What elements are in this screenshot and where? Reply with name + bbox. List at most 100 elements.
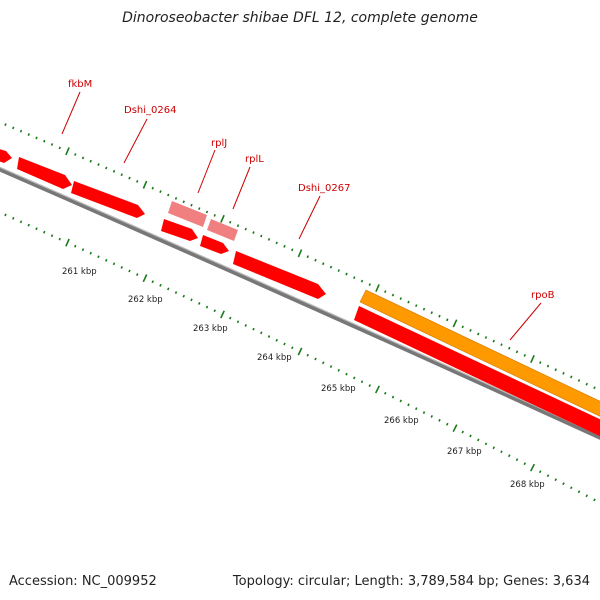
- minor-tick: [337, 269, 340, 273]
- minor-tick: [383, 391, 387, 395]
- minor-tick: [58, 146, 61, 150]
- major-tick: [452, 424, 458, 433]
- minor-tick: [43, 230, 46, 234]
- gene-arrow[interactable]: [200, 235, 229, 254]
- minor-tick: [538, 470, 542, 474]
- minor-tick: [197, 302, 201, 305]
- major-tick: [65, 147, 70, 156]
- minor-tick: [368, 283, 371, 287]
- gene-label-fkbM: fkbM: [68, 79, 92, 90]
- minor-tick: [151, 280, 155, 284]
- rna-gene-rplJ[interactable]: [168, 201, 207, 227]
- minor-tick: [27, 133, 30, 136]
- topology-text: Topology: circular; Length: 3,789,584 bp…: [232, 574, 590, 589]
- rna-gene-rplL[interactable]: [207, 219, 238, 241]
- ruler-label: 266 kbp: [384, 416, 419, 426]
- ruler-label: 264 kbp: [257, 353, 292, 363]
- minor-tick: [476, 332, 480, 336]
- minor-tick: [476, 438, 480, 442]
- minor-tick: [461, 430, 465, 434]
- gene-arrow[interactable]: [0, 148, 12, 163]
- gene-arrow[interactable]: [161, 219, 198, 241]
- major-tick: [297, 347, 303, 356]
- minor-tick: [290, 346, 294, 350]
- minor-tick: [329, 265, 333, 269]
- major-tick: [142, 274, 148, 283]
- major-tick: [529, 463, 536, 472]
- minor-tick: [190, 298, 193, 302]
- major-tick: [220, 310, 225, 319]
- minor-tick: [228, 316, 232, 320]
- minor-tick: [74, 244, 77, 248]
- gene-label-Dshi_0264: Dshi_0264: [124, 105, 176, 116]
- minor-tick: [27, 223, 30, 227]
- minor-tick: [120, 173, 123, 177]
- minor-tick: [50, 234, 54, 238]
- major-tick: [65, 238, 70, 247]
- gene-arrow-Dshi_0267[interactable]: [233, 251, 326, 299]
- genome-backbone: [0, 166, 600, 440]
- minor-tick: [554, 368, 558, 372]
- minor-tick: [500, 343, 503, 347]
- minor-tick: [569, 375, 573, 379]
- minor-tick: [415, 304, 418, 308]
- minor-tick: [12, 126, 15, 130]
- minor-tick: [229, 220, 232, 224]
- minor-tick: [569, 486, 573, 490]
- minor-tick: [236, 320, 240, 324]
- minor-tick: [128, 269, 131, 273]
- minor-tick: [500, 450, 503, 454]
- gene-label-rpoB: rpoB: [531, 290, 555, 301]
- minor-tick: [577, 490, 581, 494]
- ruler-label: 268 kbp: [510, 480, 545, 490]
- gene-arrow-fkbM[interactable]: [17, 157, 72, 189]
- minor-tick: [438, 418, 441, 422]
- minor-tick: [4, 123, 7, 127]
- minor-tick: [523, 462, 527, 466]
- gene-highlight-rpoB[interactable]: [359, 289, 600, 421]
- minor-tick: [128, 176, 131, 180]
- minor-tick: [306, 255, 309, 259]
- gene-arrow-rpoB[interactable]: [354, 306, 600, 441]
- label-leaders: [61, 91, 542, 341]
- minor-tick: [469, 434, 472, 438]
- minor-tick: [306, 353, 310, 357]
- major-tick: [375, 284, 380, 293]
- minor-tick: [267, 237, 271, 241]
- minor-tick: [136, 179, 139, 183]
- ruler-label: 265 kbp: [321, 384, 356, 394]
- minor-tick: [182, 294, 186, 298]
- minor-tick: [174, 291, 178, 294]
- minor-tick: [507, 454, 511, 458]
- minor-tick: [159, 190, 162, 194]
- map-title: Dinoroseobacter shibae DFL 12, complete …: [122, 10, 478, 26]
- minor-tick: [446, 318, 449, 322]
- minor-tick: [321, 361, 325, 365]
- minor-tick: [352, 376, 356, 380]
- minor-tick: [492, 446, 496, 450]
- minor-tick: [97, 163, 100, 167]
- major-tick: [374, 385, 381, 394]
- gene-label-Dshi_0267: Dshi_0267: [298, 183, 350, 194]
- minor-tick: [89, 159, 92, 163]
- minor-tick: [4, 213, 7, 217]
- gene-arrow-Dshi_0264[interactable]: [71, 181, 145, 218]
- minor-tick: [414, 407, 418, 411]
- minor-tick: [422, 411, 426, 414]
- minor-tick: [368, 384, 372, 388]
- major-tick: [142, 180, 148, 189]
- minor-tick: [81, 248, 85, 252]
- minor-tick: [43, 139, 46, 143]
- minor-tick: [407, 403, 410, 407]
- ruler-label: 267 kbp: [447, 447, 482, 457]
- minor-tick: [89, 251, 92, 255]
- ruler-label: 261 kbp: [62, 267, 97, 277]
- minor-tick: [329, 365, 333, 368]
- minor-tick: [244, 227, 247, 231]
- minor-tick: [585, 382, 589, 386]
- major-tick: [530, 354, 535, 363]
- minor-tick: [554, 478, 558, 482]
- minor-tick: [74, 153, 77, 156]
- minor-tick: [198, 207, 201, 211]
- minor-tick: [593, 498, 596, 502]
